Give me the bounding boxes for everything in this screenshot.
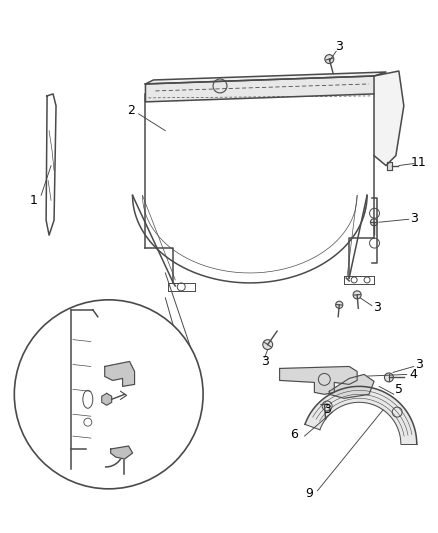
Text: 3: 3 xyxy=(260,355,268,368)
Text: 8: 8 xyxy=(152,459,160,472)
Polygon shape xyxy=(145,76,373,102)
Circle shape xyxy=(262,340,272,350)
Text: 3: 3 xyxy=(323,403,331,416)
Circle shape xyxy=(324,54,333,63)
Polygon shape xyxy=(373,71,403,166)
Polygon shape xyxy=(328,375,373,398)
Polygon shape xyxy=(386,161,391,169)
Text: 4: 4 xyxy=(409,368,417,381)
Polygon shape xyxy=(304,386,416,444)
Circle shape xyxy=(352,291,360,299)
Polygon shape xyxy=(105,361,134,386)
Circle shape xyxy=(14,300,203,489)
Polygon shape xyxy=(110,446,132,459)
Text: 5: 5 xyxy=(394,383,402,396)
Text: 6: 6 xyxy=(290,427,298,441)
Polygon shape xyxy=(102,393,111,405)
Text: 10: 10 xyxy=(102,419,118,433)
Polygon shape xyxy=(145,72,385,84)
Text: 3: 3 xyxy=(372,301,380,314)
Circle shape xyxy=(384,373,392,382)
Text: 3: 3 xyxy=(335,39,343,53)
Circle shape xyxy=(370,219,377,226)
Circle shape xyxy=(319,400,328,409)
Text: 3: 3 xyxy=(414,358,422,371)
Text: 9: 9 xyxy=(305,487,313,500)
Polygon shape xyxy=(279,367,356,394)
Text: 11: 11 xyxy=(410,156,426,169)
Text: 3: 3 xyxy=(409,212,417,225)
Text: 2: 2 xyxy=(126,104,134,117)
Circle shape xyxy=(335,301,342,309)
Text: 7: 7 xyxy=(139,370,147,383)
Text: 1: 1 xyxy=(29,194,37,207)
